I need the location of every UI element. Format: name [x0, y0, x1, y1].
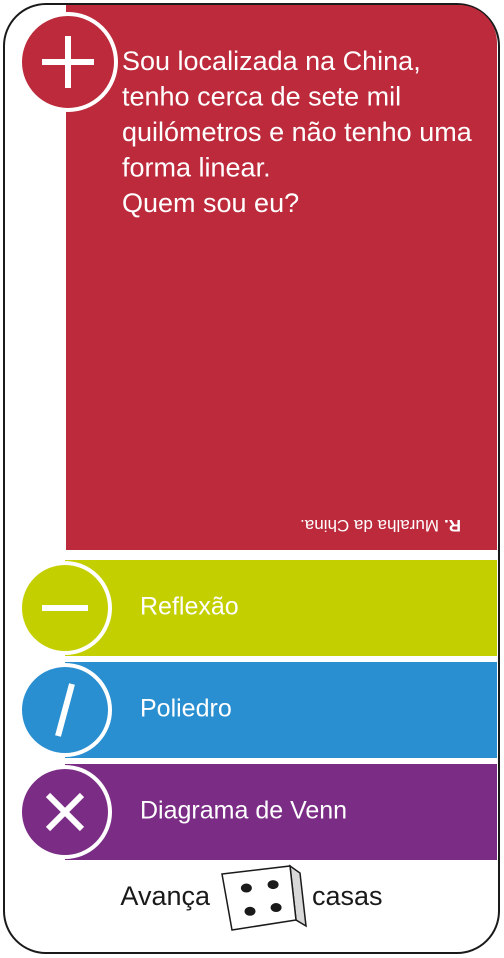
question-line: quilómetros e não tenho uma [122, 117, 473, 147]
dice-face [221, 865, 297, 931]
dice-pips [240, 880, 282, 916]
dice-pip [270, 903, 282, 913]
question: Sou localizada na China, tenho cerca de s… [122, 46, 473, 218]
option-band [65, 560, 497, 656]
question-line: Sou localizada na China, [122, 46, 421, 76]
footer-before: Avança [120, 881, 211, 911]
dice-pip [267, 880, 279, 890]
dice-pip [244, 906, 256, 916]
option-text: Reflexão [140, 593, 239, 621]
option-text: Poliedro [140, 695, 232, 723]
plus-symbol [42, 36, 94, 88]
answer: Muralha da China. [300, 516, 439, 535]
option-text: Diagrama de Venn [140, 797, 347, 825]
options: Reflexão Poliedro Diagrama de Venn [140, 593, 347, 825]
question-line: Quem sou eu? [122, 188, 299, 218]
dice-pip [240, 883, 252, 893]
footer-after: casas [312, 881, 383, 911]
option-band [65, 662, 497, 758]
times-symbol [45, 792, 85, 832]
divide-symbol [55, 683, 75, 737]
question-panel [66, 5, 497, 550]
answer-text: R. Muralha da China. [300, 516, 461, 535]
question-line: tenho cerca de sete mil [122, 82, 401, 112]
question-line: forma linear. [122, 153, 271, 183]
answer-group: R. Muralha da China. [300, 516, 461, 535]
option-band [65, 764, 497, 860]
answer-label: R. [444, 516, 461, 535]
